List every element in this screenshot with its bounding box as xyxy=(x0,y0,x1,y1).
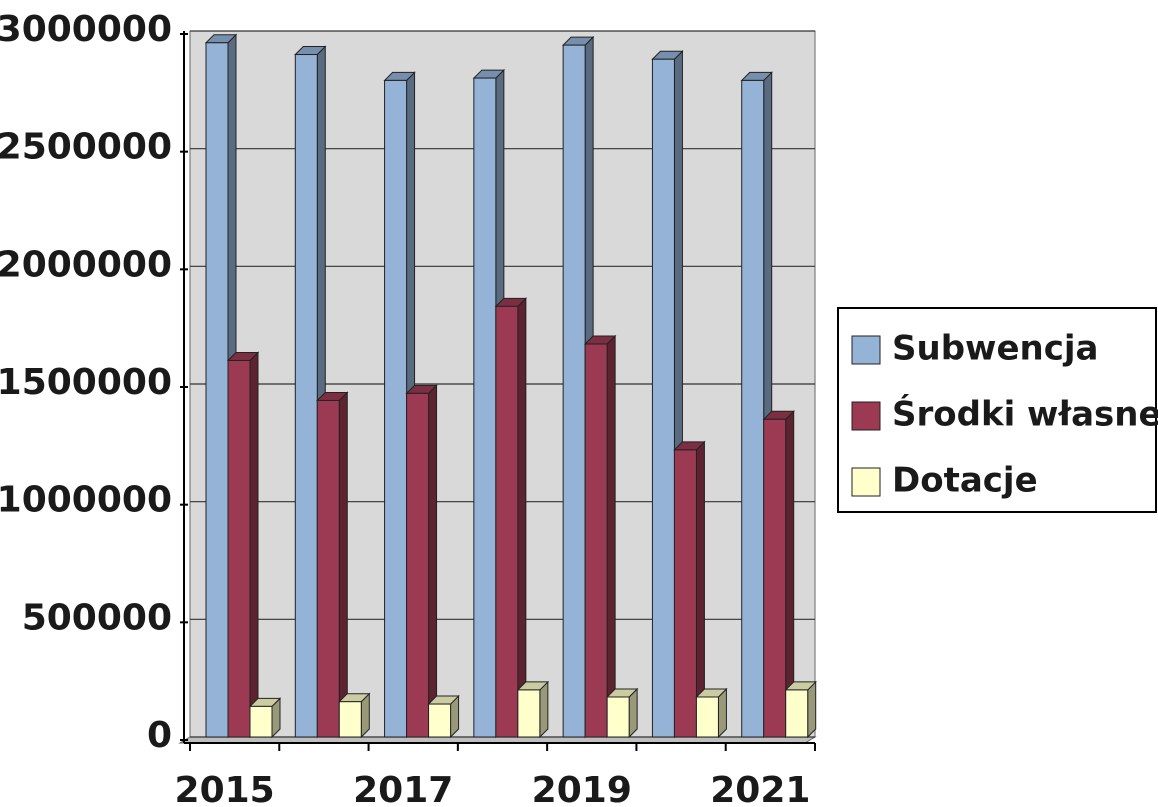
y-tick-label: 3000000 xyxy=(0,9,172,50)
bar-side xyxy=(606,334,616,739)
y-tick-label: 2500000 xyxy=(0,127,172,168)
y-tick-label: 2000000 xyxy=(0,244,172,285)
bar-side xyxy=(249,351,259,739)
x-tick-label: 2019 xyxy=(532,770,632,807)
y-tick-label: 0 xyxy=(147,715,172,756)
legend-label: Dotacje xyxy=(892,461,1038,501)
y-tick-label: 1000000 xyxy=(0,480,172,521)
y-tick-label: 500000 xyxy=(22,597,172,638)
legend-swatch xyxy=(851,401,881,431)
bar xyxy=(785,689,809,738)
bar-side xyxy=(338,391,348,739)
bar-side xyxy=(539,680,549,739)
legend-label: Środki własne xyxy=(892,394,1158,435)
bar xyxy=(741,79,765,738)
bar xyxy=(562,44,586,738)
bar xyxy=(695,696,719,738)
bar xyxy=(495,305,519,738)
bar xyxy=(384,79,408,738)
legend-box xyxy=(837,307,1157,513)
bar xyxy=(406,392,430,738)
bar xyxy=(584,343,608,738)
bar xyxy=(606,696,630,738)
bar xyxy=(227,359,251,738)
legend-swatch xyxy=(851,467,881,497)
bar xyxy=(338,701,362,738)
bar xyxy=(763,418,787,738)
bar-side xyxy=(428,384,438,739)
bar-side xyxy=(807,680,817,739)
x-tick-label: 2015 xyxy=(175,770,275,807)
y-tick-label: 1500000 xyxy=(0,362,172,403)
x-tick-label: 2017 xyxy=(353,770,453,807)
bar xyxy=(473,77,497,738)
bar xyxy=(316,399,340,738)
bar-side xyxy=(517,297,527,739)
bar xyxy=(428,703,452,738)
x-tick-label: 2021 xyxy=(710,770,810,807)
bar xyxy=(673,449,697,738)
bar xyxy=(249,705,273,738)
bar xyxy=(205,42,229,738)
bar xyxy=(651,58,675,738)
legend-label: Subwencja xyxy=(892,329,1098,369)
bar xyxy=(294,54,318,738)
legend-swatch xyxy=(851,335,881,365)
bar xyxy=(517,689,541,738)
